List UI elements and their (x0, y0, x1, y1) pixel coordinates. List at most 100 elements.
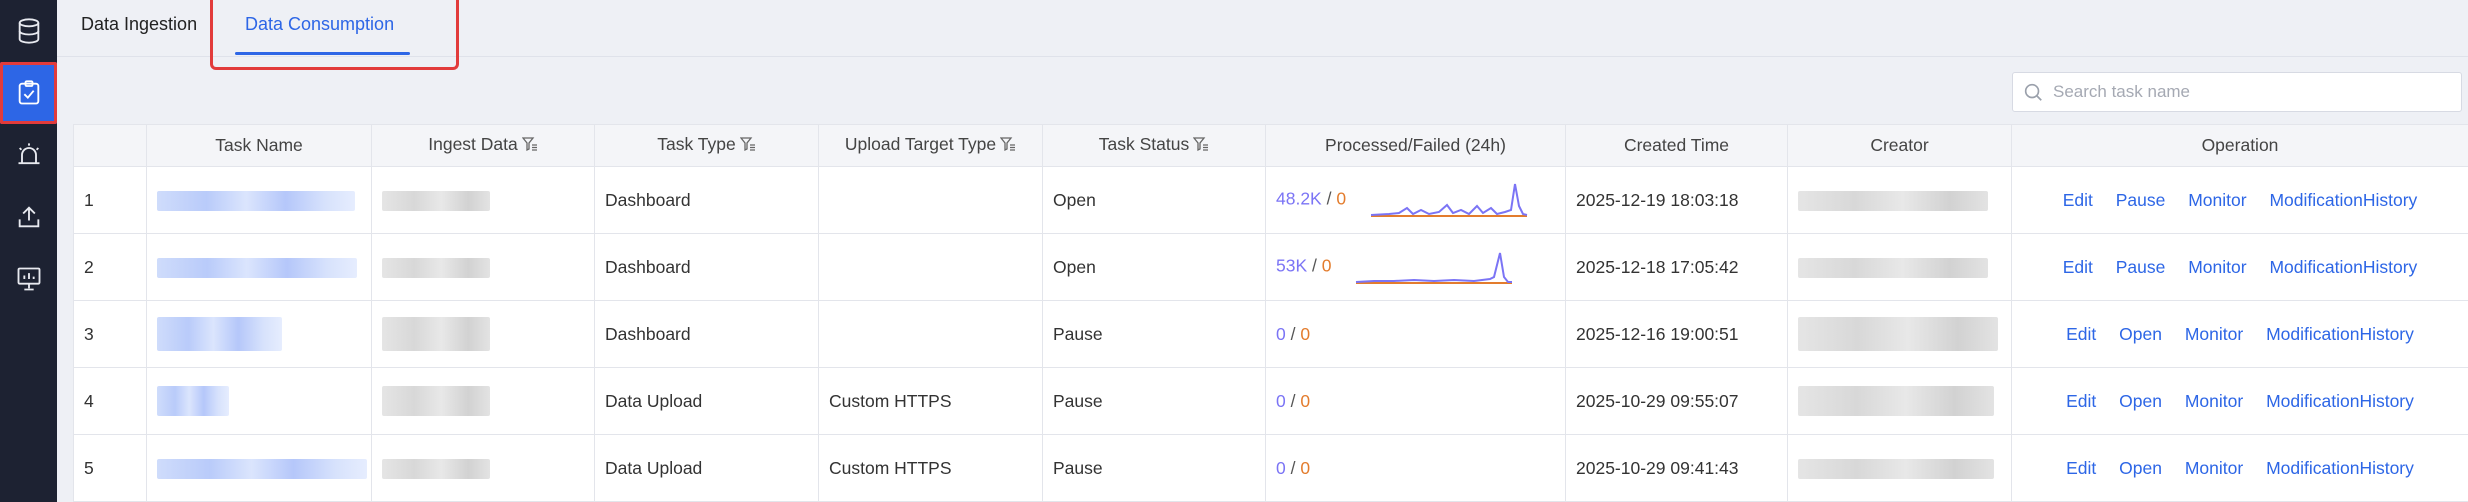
failed-count[interactable]: 0 (1300, 390, 1311, 411)
ingest-data-cell (371, 367, 595, 435)
col-header-creator: Creator (1787, 124, 2012, 167)
tab-data-consumption[interactable]: Data Consumption (245, 14, 395, 34)
failed-count[interactable]: 0 (1300, 457, 1311, 478)
processed-count[interactable]: 53K (1276, 255, 1308, 276)
highlight-box (210, 0, 459, 70)
task-status-cell: Pause (1042, 367, 1266, 435)
separator: / (1290, 323, 1296, 344)
task-type-cell: Data Upload (594, 434, 819, 502)
task-status-cell: Pause (1042, 434, 1266, 502)
created-time-cell: 2025-12-19 18:03:18 (1565, 166, 1788, 234)
sidebar-item-dashboard[interactable] (0, 248, 57, 310)
search-icon (2013, 72, 2053, 112)
separator: / (1326, 188, 1332, 209)
processed-failed-cell: 0 / 0 (1265, 367, 1566, 435)
failed-count[interactable]: 0 (1300, 323, 1311, 344)
alarm-bell-icon (18, 143, 39, 165)
filter-icon[interactable] (1192, 136, 1209, 157)
edit-link[interactable]: Edit (2066, 323, 2097, 344)
pause-link[interactable]: Pause (2115, 189, 2166, 210)
task-name-cell[interactable] (146, 367, 372, 435)
redacted-creator (1798, 190, 1988, 211)
upload-target-type-cell (818, 166, 1043, 234)
table-row: 4 Data Upload Custom HTTPS Pause 0 / 0 2… (73, 367, 2468, 435)
col-label: Task Type (657, 134, 736, 154)
row-index: 5 (73, 434, 147, 502)
open-link[interactable]: Open (2119, 390, 2162, 411)
modification-history-link[interactable]: ModificationHistory (2266, 457, 2414, 478)
task-type-cell: Dashboard (594, 300, 819, 368)
separator: / (1290, 457, 1296, 478)
monitor-link[interactable]: Monitor (2188, 189, 2247, 210)
operation-cell: Edit Pause Monitor ModificationHistory (2011, 166, 2468, 234)
creator-cell (1787, 300, 2012, 368)
ingest-data-cell (371, 166, 595, 234)
monitor-link[interactable]: Monitor (2188, 256, 2247, 277)
filter-icon[interactable] (739, 136, 756, 157)
processed-failed-cell: 0 / 0 (1265, 300, 1566, 368)
pause-link[interactable]: Pause (2115, 256, 2166, 277)
modification-history-link[interactable]: ModificationHistory (2266, 390, 2414, 411)
modification-history-link[interactable]: ModificationHistory (2269, 256, 2418, 277)
created-time-cell: 2025-12-18 17:05:42 (1565, 233, 1788, 301)
created-time-cell: 2025-10-29 09:41:43 (1565, 434, 1788, 502)
processed-count[interactable]: 0 (1276, 323, 1286, 344)
sidebar-item-database[interactable] (0, 0, 57, 62)
upload-icon (18, 206, 39, 228)
upload-target-type-cell (818, 233, 1043, 301)
processed-failed-cell: 53K / 0 (1265, 233, 1566, 301)
processed-failed-cell: 0 / 0 (1265, 434, 1566, 502)
col-header-task-type: Task Type (594, 124, 819, 167)
col-header-processed-failed: Processed/Failed (24h) (1265, 124, 1566, 167)
modification-history-link[interactable]: ModificationHistory (2266, 323, 2414, 344)
edit-link[interactable]: Edit (2066, 457, 2097, 478)
task-type-cell: Dashboard (594, 233, 819, 301)
sidebar-item-tasks[interactable] (0, 62, 57, 124)
sidebar-item-alerts[interactable] (0, 124, 57, 186)
redacted-creator (1798, 317, 1998, 351)
col-header-ingest-data: Ingest Data (371, 124, 595, 167)
monitor-link[interactable]: Monitor (2184, 457, 2244, 478)
created-time-cell: 2025-10-29 09:55:07 (1565, 367, 1788, 435)
tab-data-ingestion[interactable]: Data Ingestion (81, 14, 198, 34)
task-status-cell: Open (1042, 166, 1266, 234)
redacted-creator (1798, 458, 1994, 479)
open-link[interactable]: Open (2119, 323, 2162, 344)
ingest-data-cell (371, 434, 595, 502)
processed-count[interactable]: 0 (1276, 457, 1286, 478)
filter-icon[interactable] (999, 136, 1016, 157)
edit-link[interactable]: Edit (2062, 189, 2093, 210)
col-header-index (73, 124, 147, 167)
upload-target-type-cell (818, 300, 1043, 368)
failed-count[interactable]: 0 (1336, 188, 1347, 209)
ingest-data-cell (371, 300, 595, 368)
filter-icon[interactable] (521, 136, 538, 157)
search-input[interactable] (2053, 82, 2443, 102)
col-header-upload-target-type: Upload Target Type (818, 124, 1043, 167)
task-name-cell[interactable] (146, 434, 372, 502)
table-row: 1 Dashboard Open 48.2K / 0 2025-12-19 18… (73, 166, 2468, 234)
sidebar-item-upload[interactable] (0, 186, 57, 248)
monitor-link[interactable]: Monitor (2184, 323, 2244, 344)
failed-count[interactable]: 0 (1321, 255, 1332, 276)
edit-link[interactable]: Edit (2062, 256, 2093, 277)
task-name-cell[interactable] (146, 300, 372, 368)
task-type-cell: Data Upload (594, 367, 819, 435)
upload-target-type-cell: Custom HTTPS (818, 434, 1043, 502)
monitor-link[interactable]: Monitor (2184, 390, 2244, 411)
redacted-ingest-data (382, 190, 490, 211)
tab-bar: Data Ingestion Data Consumption (57, 0, 2468, 70)
task-name-cell[interactable] (146, 166, 372, 234)
modification-history-link[interactable]: ModificationHistory (2269, 189, 2418, 210)
open-link[interactable]: Open (2119, 457, 2162, 478)
task-name-cell[interactable] (146, 233, 372, 301)
created-time-cell: 2025-12-16 19:00:51 (1565, 300, 1788, 368)
processed-count[interactable]: 0 (1276, 390, 1286, 411)
col-label: Ingest Data (428, 134, 518, 154)
processed-count[interactable]: 48.2K (1276, 188, 1322, 209)
task-status-cell: Pause (1042, 300, 1266, 368)
sparkline-chart (1356, 252, 1513, 284)
redacted-ingest-data (382, 317, 490, 351)
col-label: Upload Target Type (844, 134, 997, 154)
edit-link[interactable]: Edit (2066, 390, 2097, 411)
